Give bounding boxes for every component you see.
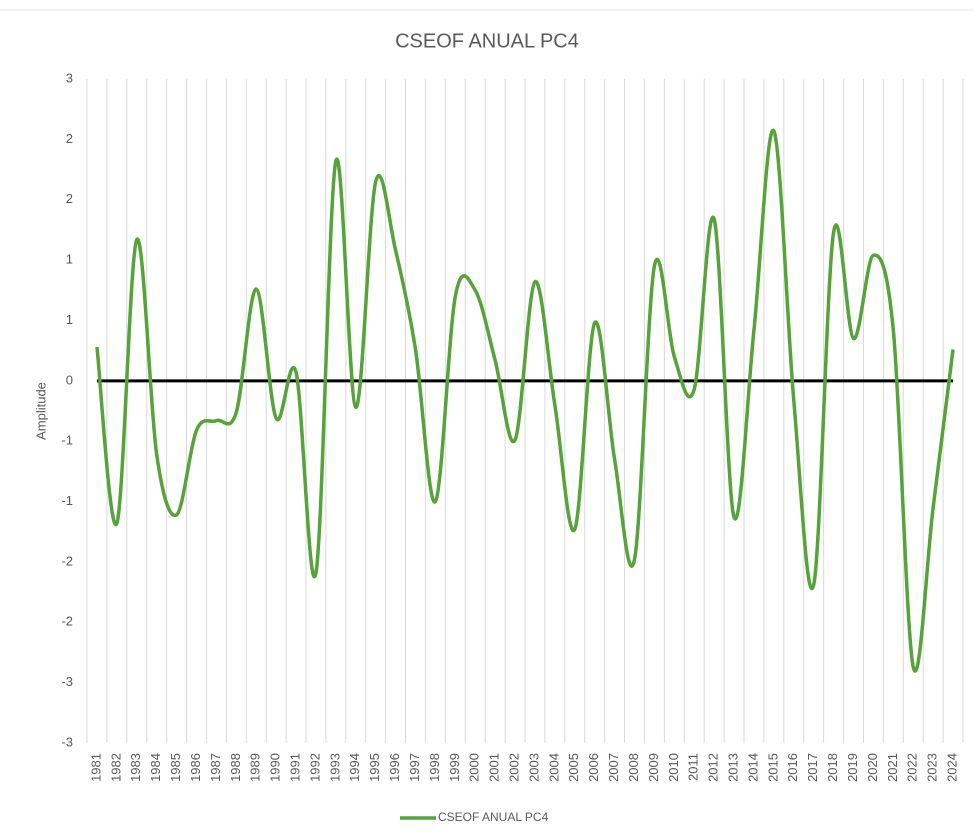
legend-label: CSEOF ANUAL PC4 xyxy=(438,810,549,824)
x-tick-label: 2016 xyxy=(785,753,800,782)
x-tick-label: 2004 xyxy=(546,753,561,782)
x-tick-label: 2015 xyxy=(765,753,780,782)
y-tick-label: -3 xyxy=(61,734,73,749)
y-axis-label: Amplitude xyxy=(33,382,48,440)
x-tick-label: 1997 xyxy=(407,753,422,782)
x-tick-label: 1990 xyxy=(268,753,283,782)
x-tick-label: 2024 xyxy=(944,753,959,782)
x-tick-label: 1998 xyxy=(427,753,442,782)
x-tick-label: 1987 xyxy=(208,753,223,782)
x-tick-label: 1996 xyxy=(387,753,402,782)
x-tick-label: 2022 xyxy=(905,753,920,782)
y-tick-label: 1 xyxy=(66,252,73,267)
y-tick-label: 0 xyxy=(66,372,73,387)
x-tick-label: 1985 xyxy=(168,753,183,782)
x-tick-label: 1995 xyxy=(367,753,382,782)
y-tick-label: 2 xyxy=(66,131,73,146)
x-tick-label: 1999 xyxy=(447,753,462,782)
x-tick-label: 2011 xyxy=(686,753,701,781)
x-tick-label: 1988 xyxy=(228,753,243,782)
x-tick-label: 2013 xyxy=(725,753,740,782)
x-tick-label: 1986 xyxy=(188,753,203,782)
x-tick-label: 1984 xyxy=(148,753,163,782)
x-tick-label: 2017 xyxy=(805,753,820,782)
x-tick-label: 2019 xyxy=(845,753,860,782)
y-tick-label: 1 xyxy=(66,312,73,327)
x-tick-label: 1993 xyxy=(327,753,342,782)
x-tick-label: 2005 xyxy=(566,753,581,782)
x-tick-label: 2023 xyxy=(925,753,940,782)
y-tick-label: 2 xyxy=(66,191,73,206)
y-tick-label: -2 xyxy=(61,553,73,568)
y-tick-label: 3 xyxy=(66,70,73,85)
x-tick-label: 1991 xyxy=(287,753,302,782)
x-tick-label: 1992 xyxy=(307,753,322,782)
x-tick-label: 2020 xyxy=(865,753,880,782)
x-tick-label: 2001 xyxy=(487,753,502,782)
x-tick-label: 2009 xyxy=(646,753,661,782)
y-tick-label: -3 xyxy=(61,674,73,689)
x-tick-label: 2010 xyxy=(666,753,681,782)
x-tick-label: 2007 xyxy=(606,753,621,782)
x-tick-label: 1989 xyxy=(248,753,263,782)
y-tick-label: -1 xyxy=(61,433,73,448)
x-tick-label: 1981 xyxy=(88,753,103,782)
x-tick-label: 2008 xyxy=(626,753,641,782)
chart-title: CSEOF ANUAL PC4 xyxy=(395,30,579,52)
x-tick-label: 1983 xyxy=(128,753,143,782)
x-tick-label: 2002 xyxy=(506,753,521,782)
x-tick-label: 1994 xyxy=(347,753,362,782)
x-tick-label: 2006 xyxy=(586,753,601,782)
x-tick-label: 1982 xyxy=(108,753,123,782)
x-tick-label: 2000 xyxy=(467,753,482,782)
x-tick-label: 2014 xyxy=(745,753,760,782)
y-tick-label: -1 xyxy=(61,493,73,508)
series-line xyxy=(95,128,955,673)
y-tick-label: -2 xyxy=(61,614,73,629)
x-tick-label: 2018 xyxy=(825,753,840,782)
x-tick-label: 2021 xyxy=(885,753,900,782)
x-tick-label: 2012 xyxy=(706,753,721,782)
x-tick-label: 2003 xyxy=(526,753,541,782)
